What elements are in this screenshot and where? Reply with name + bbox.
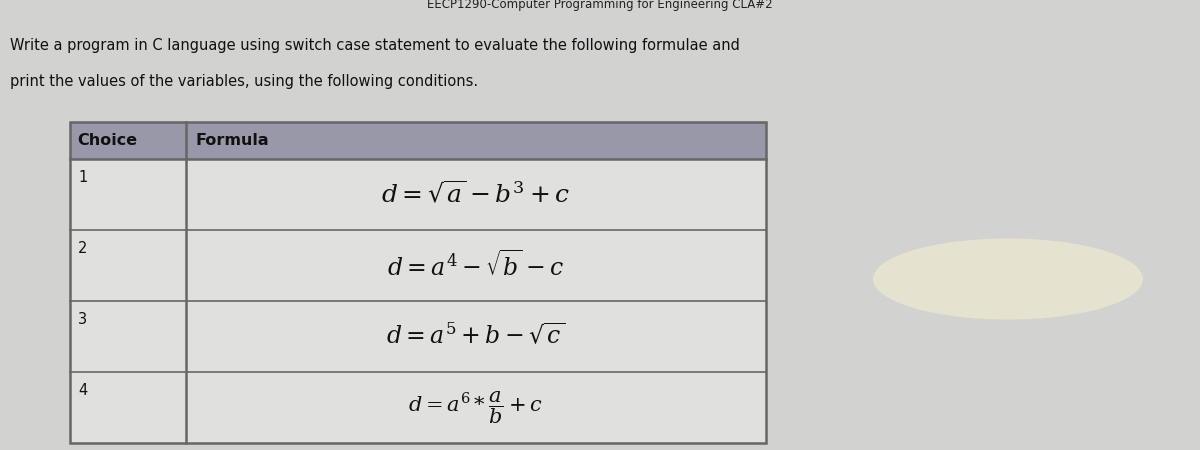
Bar	[70, 122, 766, 443]
Text: Choice: Choice	[77, 132, 137, 148]
Bar	[70, 122, 766, 158]
Text: $d = a^4 - \sqrt{b} - c$: $d = a^4 - \sqrt{b} - c$	[388, 250, 564, 280]
Text: 2: 2	[78, 241, 88, 256]
Text: Formula: Formula	[196, 132, 269, 148]
Text: 1: 1	[78, 170, 88, 185]
Text: $d = a^6 * \dfrac{a}{b} + c$: $d = a^6 * \dfrac{a}{b} + c$	[408, 389, 544, 426]
Ellipse shape	[874, 238, 1142, 320]
Text: 3: 3	[78, 312, 88, 327]
Text: EECP1290-Computer Programming for Engineering CLA#2: EECP1290-Computer Programming for Engine…	[427, 0, 773, 11]
Text: Write a program in C language using switch case statement to evaluate the follow: Write a program in C language using swit…	[10, 38, 739, 53]
Text: print the values of the variables, using the following conditions.: print the values of the variables, using…	[10, 74, 478, 89]
Bar	[70, 122, 766, 443]
Text: $d = a^5 + b - \sqrt{c}$: $d = a^5 + b - \sqrt{c}$	[386, 323, 565, 350]
Text: $d = \sqrt{a} - b^3 + c$: $d = \sqrt{a} - b^3 + c$	[382, 181, 570, 207]
Text: 4: 4	[78, 383, 88, 398]
